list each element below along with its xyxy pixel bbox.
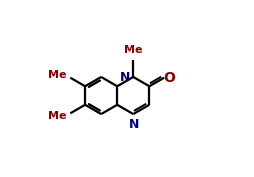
Text: O: O (163, 71, 174, 85)
Text: Me: Me (48, 70, 67, 79)
Text: N: N (119, 71, 130, 84)
Text: Me: Me (123, 45, 142, 55)
Text: Me: Me (48, 112, 67, 121)
Text: N: N (129, 118, 139, 131)
